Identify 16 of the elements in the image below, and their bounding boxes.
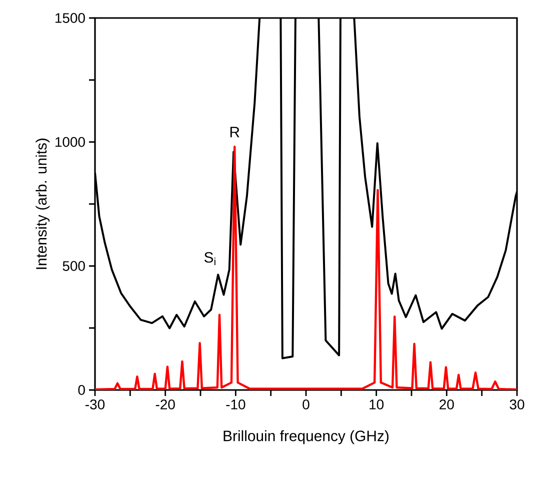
y-axis-title: Intensity (arb. units) [36, 138, 50, 269]
x-tick-label: 0 [302, 400, 310, 410]
x-tick-label: -10 [226, 400, 246, 410]
y-tick-label: 1500 [56, 13, 85, 23]
x-tick-label: 10 [370, 400, 384, 410]
x-tick-label: 30 [510, 400, 524, 410]
x-axis-title: Brillouin frequency (GHz) [224, 430, 388, 444]
x-tick-label: -20 [156, 400, 175, 410]
annotation: R [230, 126, 240, 138]
x-tick-label: 20 [440, 400, 454, 410]
line-series [95, 146, 517, 390]
y-tick-label: 0 [78, 385, 85, 395]
annotation: S$_{i}$ [204, 252, 216, 266]
y-tick-label: 500 [62, 261, 85, 271]
x-tick-label: -30 [86, 400, 105, 410]
y-tick-label: 1000 [56, 137, 85, 147]
